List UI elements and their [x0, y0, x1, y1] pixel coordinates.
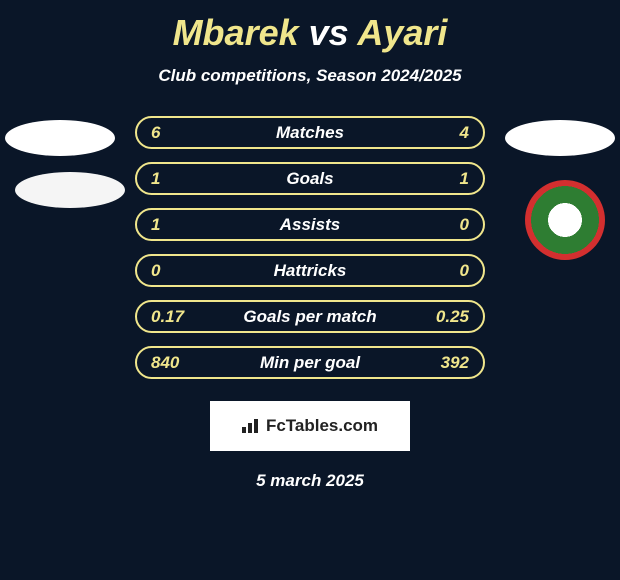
stat-label: Goals: [201, 169, 419, 189]
date-text: 5 march 2025: [0, 471, 620, 491]
comparison-title: Mbarek vs Ayari: [0, 0, 620, 54]
stat-left-value: 0.17: [151, 307, 201, 327]
stat-row: 1 Assists 0: [135, 208, 485, 241]
team-badge-left-2: [15, 172, 125, 208]
subtitle-text: Club competitions, Season 2024/2025: [0, 66, 620, 86]
stat-label: Assists: [201, 215, 419, 235]
branding-label: FcTables.com: [266, 416, 378, 436]
stat-right-value: 0: [419, 261, 469, 281]
team-badge-right-1: [505, 120, 615, 156]
stat-label: Goals per match: [201, 307, 419, 327]
stat-right-value: 1: [419, 169, 469, 189]
stat-left-value: 6: [151, 123, 201, 143]
stat-row: 1 Goals 1: [135, 162, 485, 195]
stat-right-value: 392: [419, 353, 469, 373]
vs-text: vs: [309, 12, 349, 53]
branding-box[interactable]: FcTables.com: [210, 401, 410, 451]
stat-right-value: 4: [419, 123, 469, 143]
stat-row: 0.17 Goals per match 0.25: [135, 300, 485, 333]
team-badge-left-1: [5, 120, 115, 156]
stat-left-value: 1: [151, 215, 201, 235]
stats-container: 6 Matches 4 1 Goals 1 1 Assists 0 0 Hatt…: [135, 116, 485, 379]
team-badge-right-2: ST: [525, 180, 605, 260]
stat-label: Matches: [201, 123, 419, 143]
stat-row: 840 Min per goal 392: [135, 346, 485, 379]
stat-row: 6 Matches 4: [135, 116, 485, 149]
stat-label: Min per goal: [201, 353, 419, 373]
stat-row: 0 Hattricks 0: [135, 254, 485, 287]
bar-chart-icon: [242, 419, 260, 433]
stat-right-value: 0.25: [419, 307, 469, 327]
stat-left-value: 840: [151, 353, 201, 373]
player2-name: Ayari: [357, 12, 447, 53]
stat-left-value: 0: [151, 261, 201, 281]
stat-left-value: 1: [151, 169, 201, 189]
stat-right-value: 0: [419, 215, 469, 235]
player1-name: Mbarek: [173, 12, 299, 53]
stat-label: Hattricks: [201, 261, 419, 281]
